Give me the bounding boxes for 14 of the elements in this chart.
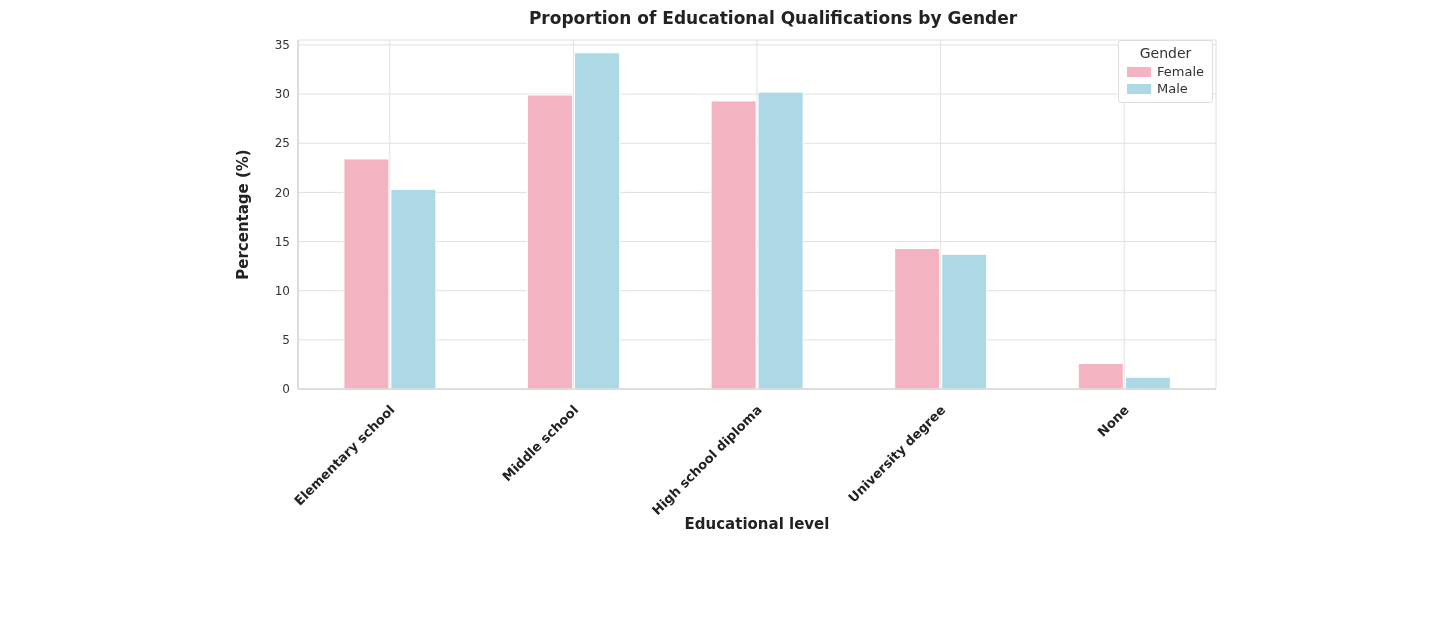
y-axis-title: Percentage (%) — [234, 149, 253, 280]
legend-label: Male — [1156, 81, 1188, 96]
legend-label: Female — [1156, 64, 1204, 79]
y-tick-label: 30 — [274, 87, 290, 102]
y-tick-label: 20 — [274, 185, 290, 200]
x-axis-title: Educational level — [684, 515, 830, 533]
y-tick-label: 35 — [274, 38, 290, 53]
y-tick-label: 0 — [282, 382, 290, 397]
chart-title: Proportion of Educational Qualifications by Gender — [527, 8, 1019, 30]
y-tick-label: 25 — [274, 136, 290, 151]
y-tick-label: 5 — [282, 333, 290, 348]
y-tick-label: 10 — [274, 283, 290, 298]
y-tick-label: 15 — [274, 234, 290, 249]
legend-title: Gender — [1138, 45, 1193, 61]
